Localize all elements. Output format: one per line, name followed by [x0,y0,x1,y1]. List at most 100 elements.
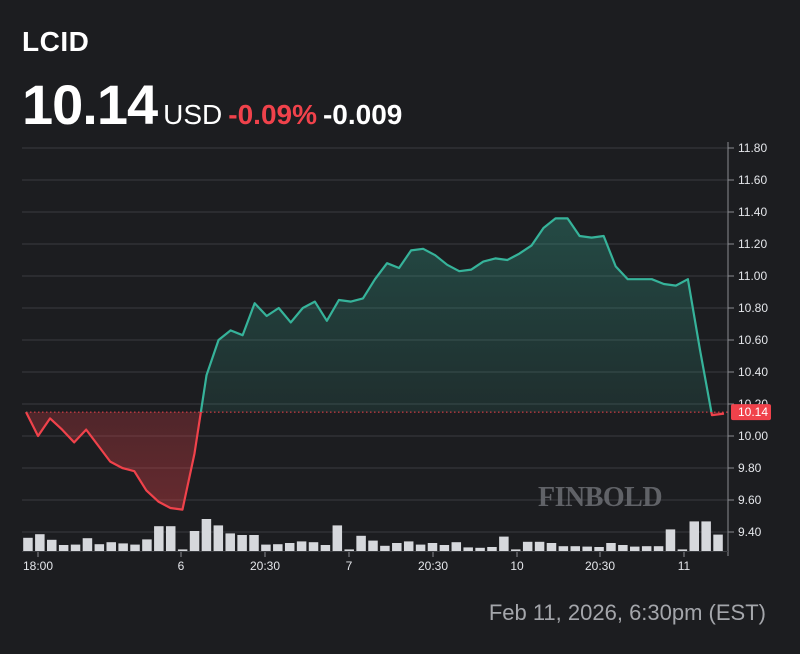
finbold-watermark: FINBOLD [538,482,662,513]
volume-bar [403,541,414,551]
x-tick-label: 20:30 [250,559,280,573]
x-axis: 18:00 6 20:30 7 20:30 10 20:30 11 [23,552,691,573]
y-tick-label: 11.60 [738,173,767,187]
volume-bar [273,544,283,551]
volume-bar [392,543,402,551]
volume-bar [630,546,640,551]
volume-bar [546,543,557,551]
volume-bar [249,535,259,551]
price-line-down [25,412,725,511]
volume-bar [130,544,140,551]
current-price-tag: 10.14 [731,404,771,421]
volume-bar [558,546,569,551]
volume-bar [689,521,700,551]
currency-label: USD [163,99,223,130]
volume-bar [47,539,57,551]
volume-bar [177,549,188,551]
volume-bar [701,521,711,551]
y-tick-label: 10.80 [738,301,768,315]
volume-bar [142,539,152,551]
volume-bar [713,534,723,551]
timestamp: Feb 11, 2026, 6:30pm (EST) [488,600,766,625]
y-tick-label: 11.00 [738,269,767,283]
volume-bar [618,545,628,551]
volume-bar [308,542,319,551]
change-percent: -0.09% [228,99,317,130]
y-tick-label: 10.40 [738,365,768,379]
y-tick-label: 11.40 [738,205,767,219]
volume-bar [118,543,128,551]
x-tick-label: 6 [178,559,185,573]
volume-bar [94,544,105,551]
volume-bar [189,531,200,551]
x-tick-label: 7 [346,559,353,573]
volume-bar [606,543,616,551]
volume-bar [320,545,331,551]
volume-bar [641,546,652,551]
y-tick-label: 9.40 [738,525,762,539]
price-line-up [25,217,713,413]
volume-bar [332,525,343,551]
ticker-symbol: LCID [22,26,90,57]
volume-bar [487,547,497,551]
current-price-tag-bg [731,404,771,421]
volume-bar [368,540,378,551]
volume-bar [201,519,212,551]
volume-bar [225,533,235,551]
volume-bar [261,544,271,551]
volume-bar [23,537,33,551]
volume-bar [463,547,473,551]
volume-bar [154,526,164,551]
volume-bar [213,525,224,551]
y-tick-label: 11.20 [738,237,767,251]
y-tick-label: 10.60 [738,333,768,347]
volume-bar [344,549,354,551]
volume-bar [380,545,390,551]
volume-bar [296,541,307,551]
volume-bar [475,547,485,551]
volume-bar [237,535,247,551]
current-price-tag-label: 10.14 [738,405,768,419]
volume-bar [582,546,592,551]
area-above-baseline [26,218,724,413]
y-tick-label: 9.80 [738,461,762,475]
y-tick-label: 9.60 [738,493,762,507]
volume-bar [82,538,93,551]
volume-bar [511,549,521,551]
volume-bar [70,544,81,551]
volume-bar [415,544,426,551]
volume-bar [522,541,533,551]
y-axis: 11.80 11.60 11.40 11.20 11.00 10.80 10.60 10.40… [22,141,768,556]
volume-bar [570,546,581,551]
volume-bar [451,542,462,551]
volume-bar [594,547,604,551]
volume-bars [23,519,723,551]
current-price: 10.14 [22,73,158,136]
volume-bar [499,536,509,551]
price-area [26,218,724,510]
volume-bar [35,534,45,551]
volume-bar [58,545,69,551]
y-tick-label: 10.00 [738,429,768,443]
volume-bar [534,541,545,551]
volume-bar [653,546,664,551]
x-tick-label: 20:30 [418,559,448,573]
volume-bar [284,543,295,551]
x-tick-label: 20:30 [585,559,615,573]
volume-bar [106,542,116,551]
volume-bar [165,526,176,551]
x-tick-label: 18:00 [23,559,53,573]
volume-bar [677,549,688,551]
price-line [25,217,725,511]
volume-bar [665,529,676,551]
volume-bar [439,545,450,551]
y-tick-label: 11.80 [738,141,767,155]
x-tick-label: 11 [678,559,691,573]
volume-bar [356,535,366,551]
x-tick-label: 10 [510,559,524,573]
area-below-baseline [26,412,724,510]
volume-bar [427,543,438,551]
change-absolute: -0.009 [322,99,403,130]
price-row: 10.14 USD -0.09% -0.009 [22,72,402,137]
